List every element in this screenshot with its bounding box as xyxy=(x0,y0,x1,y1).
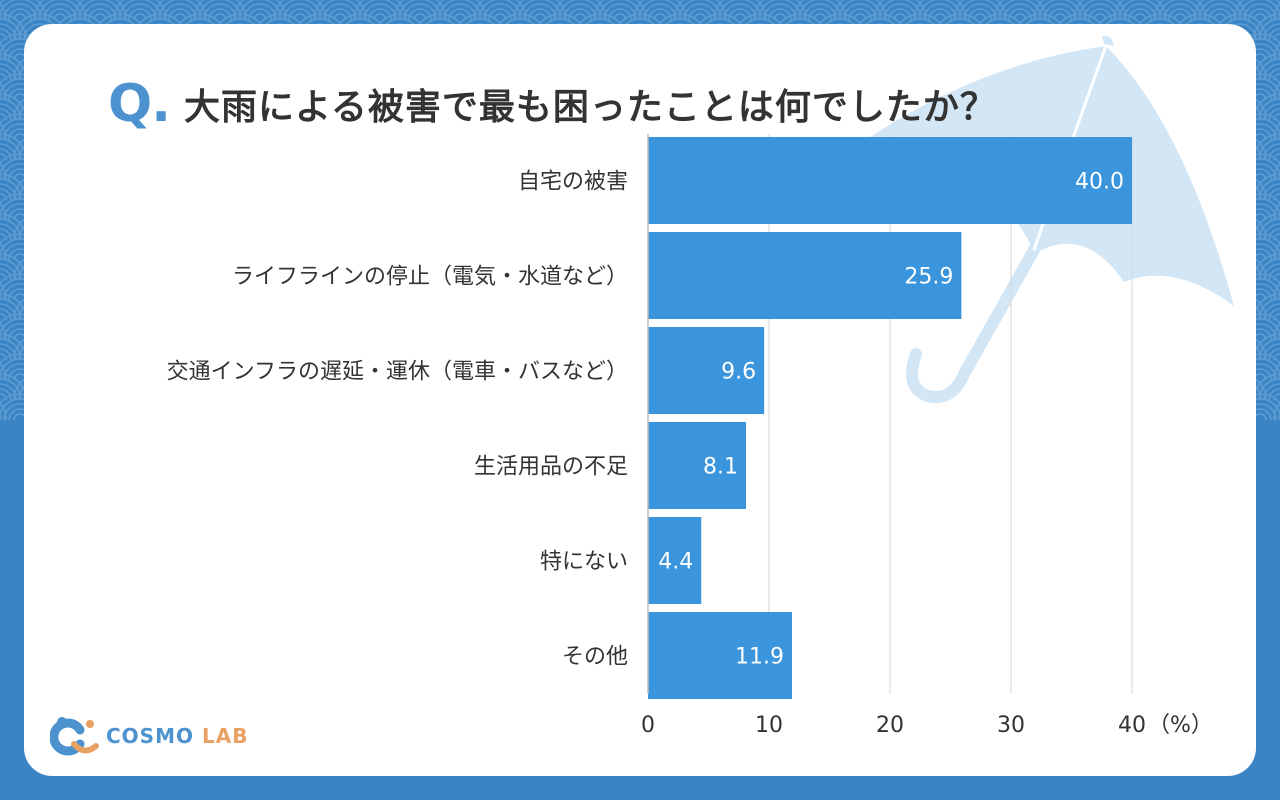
x-tick-label-40: 40 xyxy=(1118,713,1146,738)
category-label-3: 生活用品の不足 xyxy=(474,455,628,480)
x-unit-label: （%） xyxy=(1148,713,1213,738)
question-mark: Q. xyxy=(108,74,171,134)
value-label-1: 25.9 xyxy=(904,265,953,290)
x-tick-label-10: 10 xyxy=(755,713,783,738)
cosmo-lab-logo: COSMO LAB xyxy=(50,714,248,758)
x-tick-label-30: 30 xyxy=(997,713,1025,738)
x-tick-label-20: 20 xyxy=(876,713,904,738)
category-label-4: 特にない xyxy=(540,550,628,575)
bar-2 xyxy=(648,327,765,414)
bar-5 xyxy=(648,612,792,699)
category-label-5: その他 xyxy=(562,645,628,670)
logo-mark-icon xyxy=(50,717,99,756)
bar-0 xyxy=(648,137,1132,224)
category-label-1: ライフラインの停止（電気・水道など） xyxy=(232,265,628,290)
value-label-0: 40.0 xyxy=(1075,170,1124,195)
bar-3 xyxy=(648,422,747,509)
x-tick-label-0: 0 xyxy=(641,713,655,738)
title-row: Q. 大雨による被害で最も困ったことは何でしたか？ xyxy=(108,68,997,140)
category-label-0: 自宅の被害 xyxy=(518,170,628,195)
logo-word-lab: LAB xyxy=(201,724,249,748)
logo-word-cosmo: COSMO xyxy=(106,724,194,748)
value-label-3: 8.1 xyxy=(703,455,738,480)
value-label-4: 4.4 xyxy=(658,550,693,575)
value-label-5: 11.9 xyxy=(735,645,784,670)
chart-title: 大雨による被害で最も困ったことは何でしたか？ xyxy=(183,87,997,128)
chart-card: Q. 大雨による被害で最も困ったことは何でしたか？ 40.0 自宅の被害 25.9 ラ… xyxy=(24,24,1256,776)
bar-4 xyxy=(648,517,702,604)
category-label-2: 交通インフラの遅延・運休（電車・バスなど） xyxy=(167,360,628,385)
bar-1 xyxy=(648,232,962,319)
bar-chart: 40.0 自宅の被害 25.9 ライフラインの停止（電気・水道など） 9.6 交通インフラ… xyxy=(167,134,1213,738)
value-label-2: 9.6 xyxy=(721,360,756,385)
